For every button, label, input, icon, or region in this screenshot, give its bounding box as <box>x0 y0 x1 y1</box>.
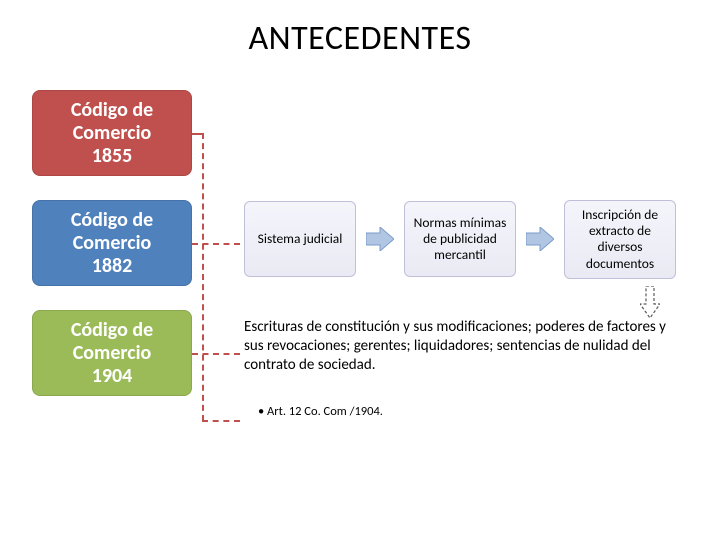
connector-spine <box>202 133 204 421</box>
connector-stub-4 <box>202 420 240 422</box>
code-box-1882: Código de Comercio 1882 <box>32 200 192 286</box>
connector-stub-2 <box>192 243 240 245</box>
code-box-1855: Código de Comercio 1855 <box>32 90 192 176</box>
code-line: Comercio <box>73 342 152 365</box>
code-line: Comercio <box>73 232 152 255</box>
arrow-right-icon <box>526 227 554 251</box>
code-box-1904: Código de Comercio 1904 <box>32 310 192 396</box>
arrow-right-icon <box>366 227 394 251</box>
code-line: 1855 <box>92 145 133 168</box>
codes-column: Código de Comercio 1855 Código de Comerc… <box>32 90 192 420</box>
code-line: Comercio <box>73 122 152 145</box>
code-line: Código de <box>71 209 153 232</box>
page-title: ANTECEDENTES <box>0 0 720 59</box>
info-box-normas: Normas mínimas de publicidad mercantil <box>404 201 516 277</box>
code-line: Código de <box>71 99 153 122</box>
connector-stub-3 <box>192 353 240 355</box>
info-box-inscripcion: Inscripción de extracto de diversos docu… <box>564 200 676 279</box>
code-line: Código de <box>71 319 153 342</box>
paragraph-text: Escrituras de constitución y sus modific… <box>244 318 674 374</box>
connector-stub-1 <box>192 133 202 135</box>
info-box-sistema: Sistema judicial <box>244 201 356 277</box>
info-row: Sistema judicial Normas mínimas de publi… <box>244 200 676 279</box>
code-line: 1882 <box>92 255 133 278</box>
code-line: 1904 <box>92 365 133 388</box>
citation-text: • Art. 12 Co. Com /1904. <box>258 404 383 419</box>
